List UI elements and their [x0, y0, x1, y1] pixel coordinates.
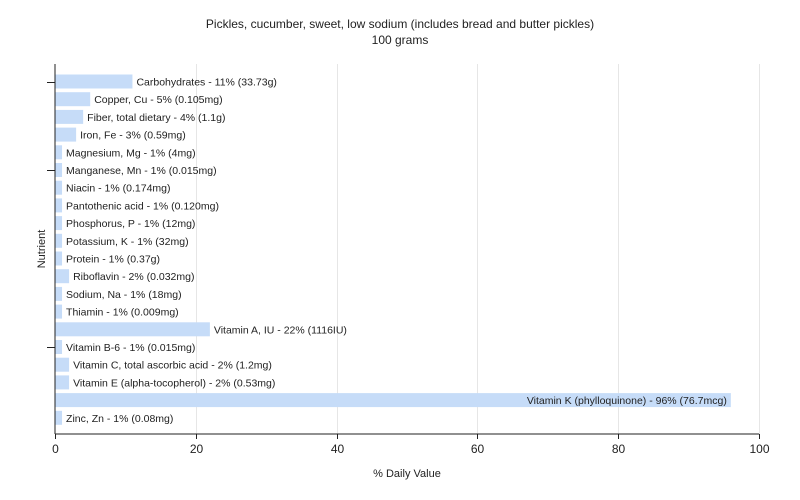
- bar-label: Protein - 1% (0.37g): [66, 254, 160, 266]
- bar-label: Vitamin E (alpha-tocopherol) - 2% (0.53m…: [73, 377, 275, 389]
- bar: [55, 322, 210, 337]
- bar: [55, 145, 63, 160]
- x-tick-label: 0: [52, 442, 59, 456]
- bar-label: Carbohydrates - 11% (33.73g): [136, 77, 276, 89]
- bar: [55, 269, 70, 284]
- bar: [55, 198, 63, 213]
- x-tick-label: 40: [331, 442, 345, 456]
- bar-label: Magnesium, Mg - 1% (4mg): [66, 147, 196, 159]
- x-tick-label: 20: [190, 442, 204, 456]
- x-tick-label: 60: [471, 442, 485, 456]
- chart-subtitle: 100 grams: [372, 33, 429, 47]
- bar-label: Fiber, total dietary - 4% (1.1g): [87, 112, 225, 124]
- x-ticks: 0 20 40 60 80 100: [47, 82, 770, 456]
- bar: [55, 163, 63, 177]
- bar: [55, 286, 63, 301]
- bar-label: Vitamin K (phylloquinone) - 96% (76.7mcg…: [527, 395, 727, 407]
- bars: [55, 74, 731, 425]
- bar-label: Iron, Fe - 3% (0.59mg): [80, 130, 186, 142]
- bar-label: Manganese, Mn - 1% (0.015mg): [66, 165, 217, 177]
- bar: [55, 216, 63, 231]
- x-tick-label: 100: [749, 442, 769, 456]
- bar: [55, 393, 731, 408]
- plot-area: [55, 64, 759, 434]
- bar-label: Phosphorus, P - 1% (12mg): [66, 218, 195, 230]
- bar-label: Vitamin C, total ascorbic acid - 2% (1.2…: [73, 360, 272, 372]
- bar-label: Vitamin B-6 - 1% (0.015mg): [66, 342, 195, 354]
- chart-title: Pickles, cucumber, sweet, low sodium (in…: [206, 17, 594, 31]
- bar: [55, 340, 63, 354]
- bar: [55, 74, 133, 89]
- x-tick-label: 80: [612, 442, 626, 456]
- bar: [55, 180, 63, 195]
- bar: [55, 375, 70, 390]
- x-axis-title: % Daily Value: [373, 468, 441, 480]
- bar: [55, 410, 63, 425]
- bar-label: Sodium, Na - 1% (18mg): [66, 289, 182, 301]
- y-axis-title: Nutrient: [36, 230, 48, 269]
- bar-label: Riboflavin - 2% (0.032mg): [73, 271, 194, 283]
- bar: [55, 109, 84, 124]
- bar-label: Zinc, Zn - 1% (0.08mg): [66, 413, 173, 425]
- bar: [55, 92, 91, 107]
- grid: [196, 64, 760, 434]
- bar-label: Pantothenic acid - 1% (0.120mg): [66, 200, 219, 212]
- bar: [55, 251, 63, 266]
- bar: [55, 304, 63, 319]
- bar-labels: Carbohydrates - 11% (33.73g) Copper, Cu -…: [66, 77, 727, 425]
- axes: [54, 64, 759, 435]
- bar-label: Copper, Cu - 5% (0.105mg): [94, 94, 222, 106]
- bar-label: Niacin - 1% (0.174mg): [66, 183, 170, 195]
- bar-label: Thiamin - 1% (0.009mg): [66, 307, 179, 319]
- bar-label: Vitamin A, IU - 22% (1116IU): [214, 324, 347, 336]
- bar: [55, 127, 77, 142]
- bar: [55, 357, 70, 372]
- bar: [55, 233, 63, 248]
- bar-label: Potassium, K - 1% (32mg): [66, 236, 189, 248]
